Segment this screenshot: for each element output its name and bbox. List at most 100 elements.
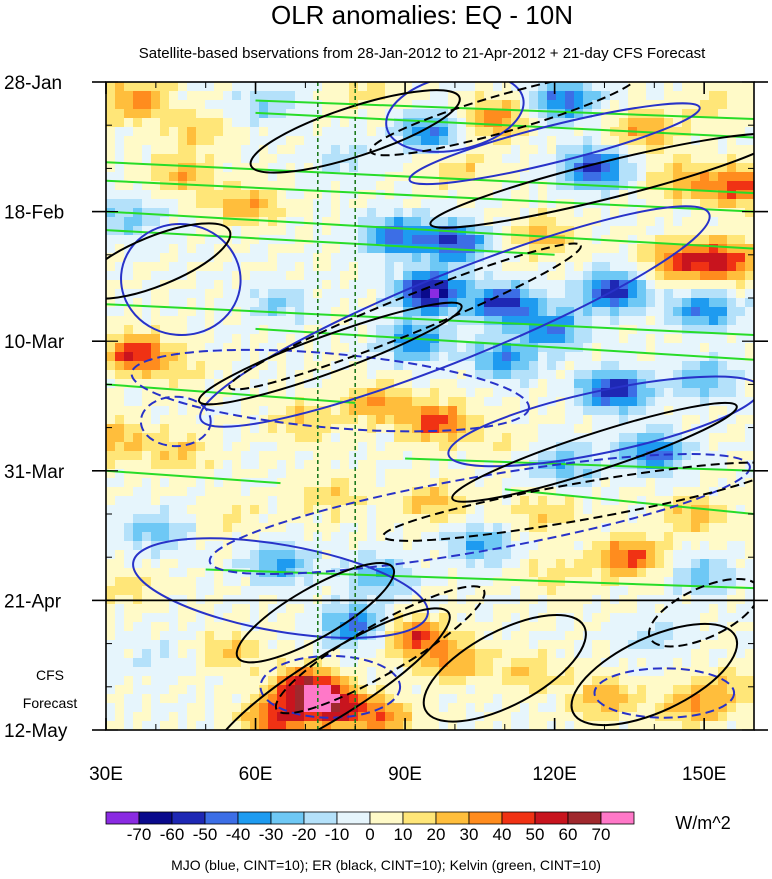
heatmap-cell — [727, 253, 737, 263]
heatmap-cell — [385, 217, 395, 227]
heatmap-cell — [574, 451, 584, 461]
heatmap-cell — [673, 379, 683, 389]
heatmap-cell — [601, 262, 611, 272]
heatmap-cell — [745, 622, 754, 632]
heatmap-cell — [421, 154, 431, 164]
heatmap-cell — [349, 694, 359, 704]
heatmap-cell — [583, 496, 593, 506]
heatmap-cell — [250, 703, 260, 713]
heatmap-cell — [115, 667, 125, 677]
heatmap-cell — [610, 172, 620, 182]
heatmap-cell — [655, 676, 665, 686]
heatmap-cell — [106, 451, 116, 461]
heatmap-cell — [412, 613, 422, 623]
heatmap-cell — [583, 433, 593, 443]
heatmap-cell — [547, 568, 557, 578]
heatmap-cell — [637, 388, 647, 398]
heatmap-cell — [601, 469, 611, 479]
heatmap-cell — [655, 82, 665, 92]
heatmap-cell — [277, 667, 287, 677]
heatmap-cell — [106, 343, 116, 353]
heatmap-cell — [151, 487, 161, 497]
heatmap-cell — [727, 127, 737, 137]
heatmap-cell — [565, 370, 575, 380]
heatmap-cell — [412, 136, 422, 146]
heatmap-cell — [115, 451, 125, 461]
heatmap-cell — [133, 253, 143, 263]
heatmap-cell — [151, 451, 161, 461]
heatmap-cell — [493, 577, 503, 587]
heatmap-cell — [340, 550, 350, 560]
heatmap-cell — [169, 244, 179, 254]
heatmap-cell — [610, 523, 620, 533]
heatmap-cell — [619, 244, 629, 254]
heatmap-cell — [655, 190, 665, 200]
heatmap-cell — [520, 307, 530, 317]
heatmap-cell — [160, 523, 170, 533]
heatmap-cell — [466, 289, 476, 299]
heatmap-cell — [709, 172, 719, 182]
heatmap-cell — [466, 397, 476, 407]
heatmap-cell — [439, 487, 449, 497]
heatmap-cell — [241, 217, 251, 227]
heatmap-cell — [421, 586, 431, 596]
heatmap-cell — [448, 523, 458, 533]
heatmap-cell — [565, 118, 575, 128]
heatmap-cell — [457, 199, 467, 209]
heatmap-cell — [376, 316, 386, 326]
heatmap-cell — [709, 622, 719, 632]
heatmap-cell — [727, 91, 737, 101]
heatmap-cell — [214, 82, 224, 92]
heatmap-cell — [691, 496, 701, 506]
heatmap-cell — [349, 154, 359, 164]
heatmap-cell — [682, 559, 692, 569]
heatmap-cell — [205, 622, 215, 632]
heatmap-cell — [151, 208, 161, 218]
heatmap-cell — [232, 514, 242, 524]
heatmap-cell — [295, 577, 305, 587]
heatmap-cell — [358, 226, 368, 236]
heatmap-cell — [115, 325, 125, 335]
heatmap-cell — [664, 640, 674, 650]
heatmap-cell — [574, 631, 584, 641]
heatmap-cell — [178, 199, 188, 209]
heatmap-cell — [439, 82, 449, 92]
heatmap-cell — [385, 613, 395, 623]
heatmap-cell — [223, 127, 233, 137]
heatmap-cell — [475, 523, 485, 533]
heatmap-cell — [403, 136, 413, 146]
heatmap-cell — [502, 361, 512, 371]
heatmap-cell — [538, 100, 548, 110]
heatmap-cell — [223, 703, 233, 713]
heatmap-cell — [574, 262, 584, 272]
heatmap-cell — [709, 451, 719, 461]
heatmap-cell — [484, 109, 494, 119]
heatmap-cell — [610, 127, 620, 137]
heatmap-cell — [394, 334, 404, 344]
heatmap-cell — [574, 136, 584, 146]
heatmap-cell — [259, 127, 269, 137]
heatmap-cell — [628, 262, 638, 272]
heatmap-cell — [565, 469, 575, 479]
heatmap-cell — [565, 613, 575, 623]
heatmap-cell — [574, 370, 584, 380]
heatmap-cell — [160, 118, 170, 128]
heatmap-cell — [718, 244, 728, 254]
heatmap-cell — [682, 388, 692, 398]
heatmap-cell — [340, 676, 350, 686]
heatmap-cell — [124, 235, 134, 245]
heatmap-cell — [250, 415, 260, 425]
heatmap-cell — [232, 217, 242, 227]
heatmap-cell — [214, 559, 224, 569]
heatmap-cell — [376, 541, 386, 551]
heatmap-cell — [304, 613, 314, 623]
heatmap-cell — [583, 505, 593, 515]
heatmap-cell — [601, 505, 611, 515]
heatmap-cell — [151, 550, 161, 560]
heatmap-cell — [583, 226, 593, 236]
heatmap-cell — [646, 91, 656, 101]
heatmap-cell — [664, 163, 674, 173]
heatmap-cell — [727, 271, 737, 281]
heatmap-cell — [241, 424, 251, 434]
heatmap-cell — [340, 496, 350, 506]
